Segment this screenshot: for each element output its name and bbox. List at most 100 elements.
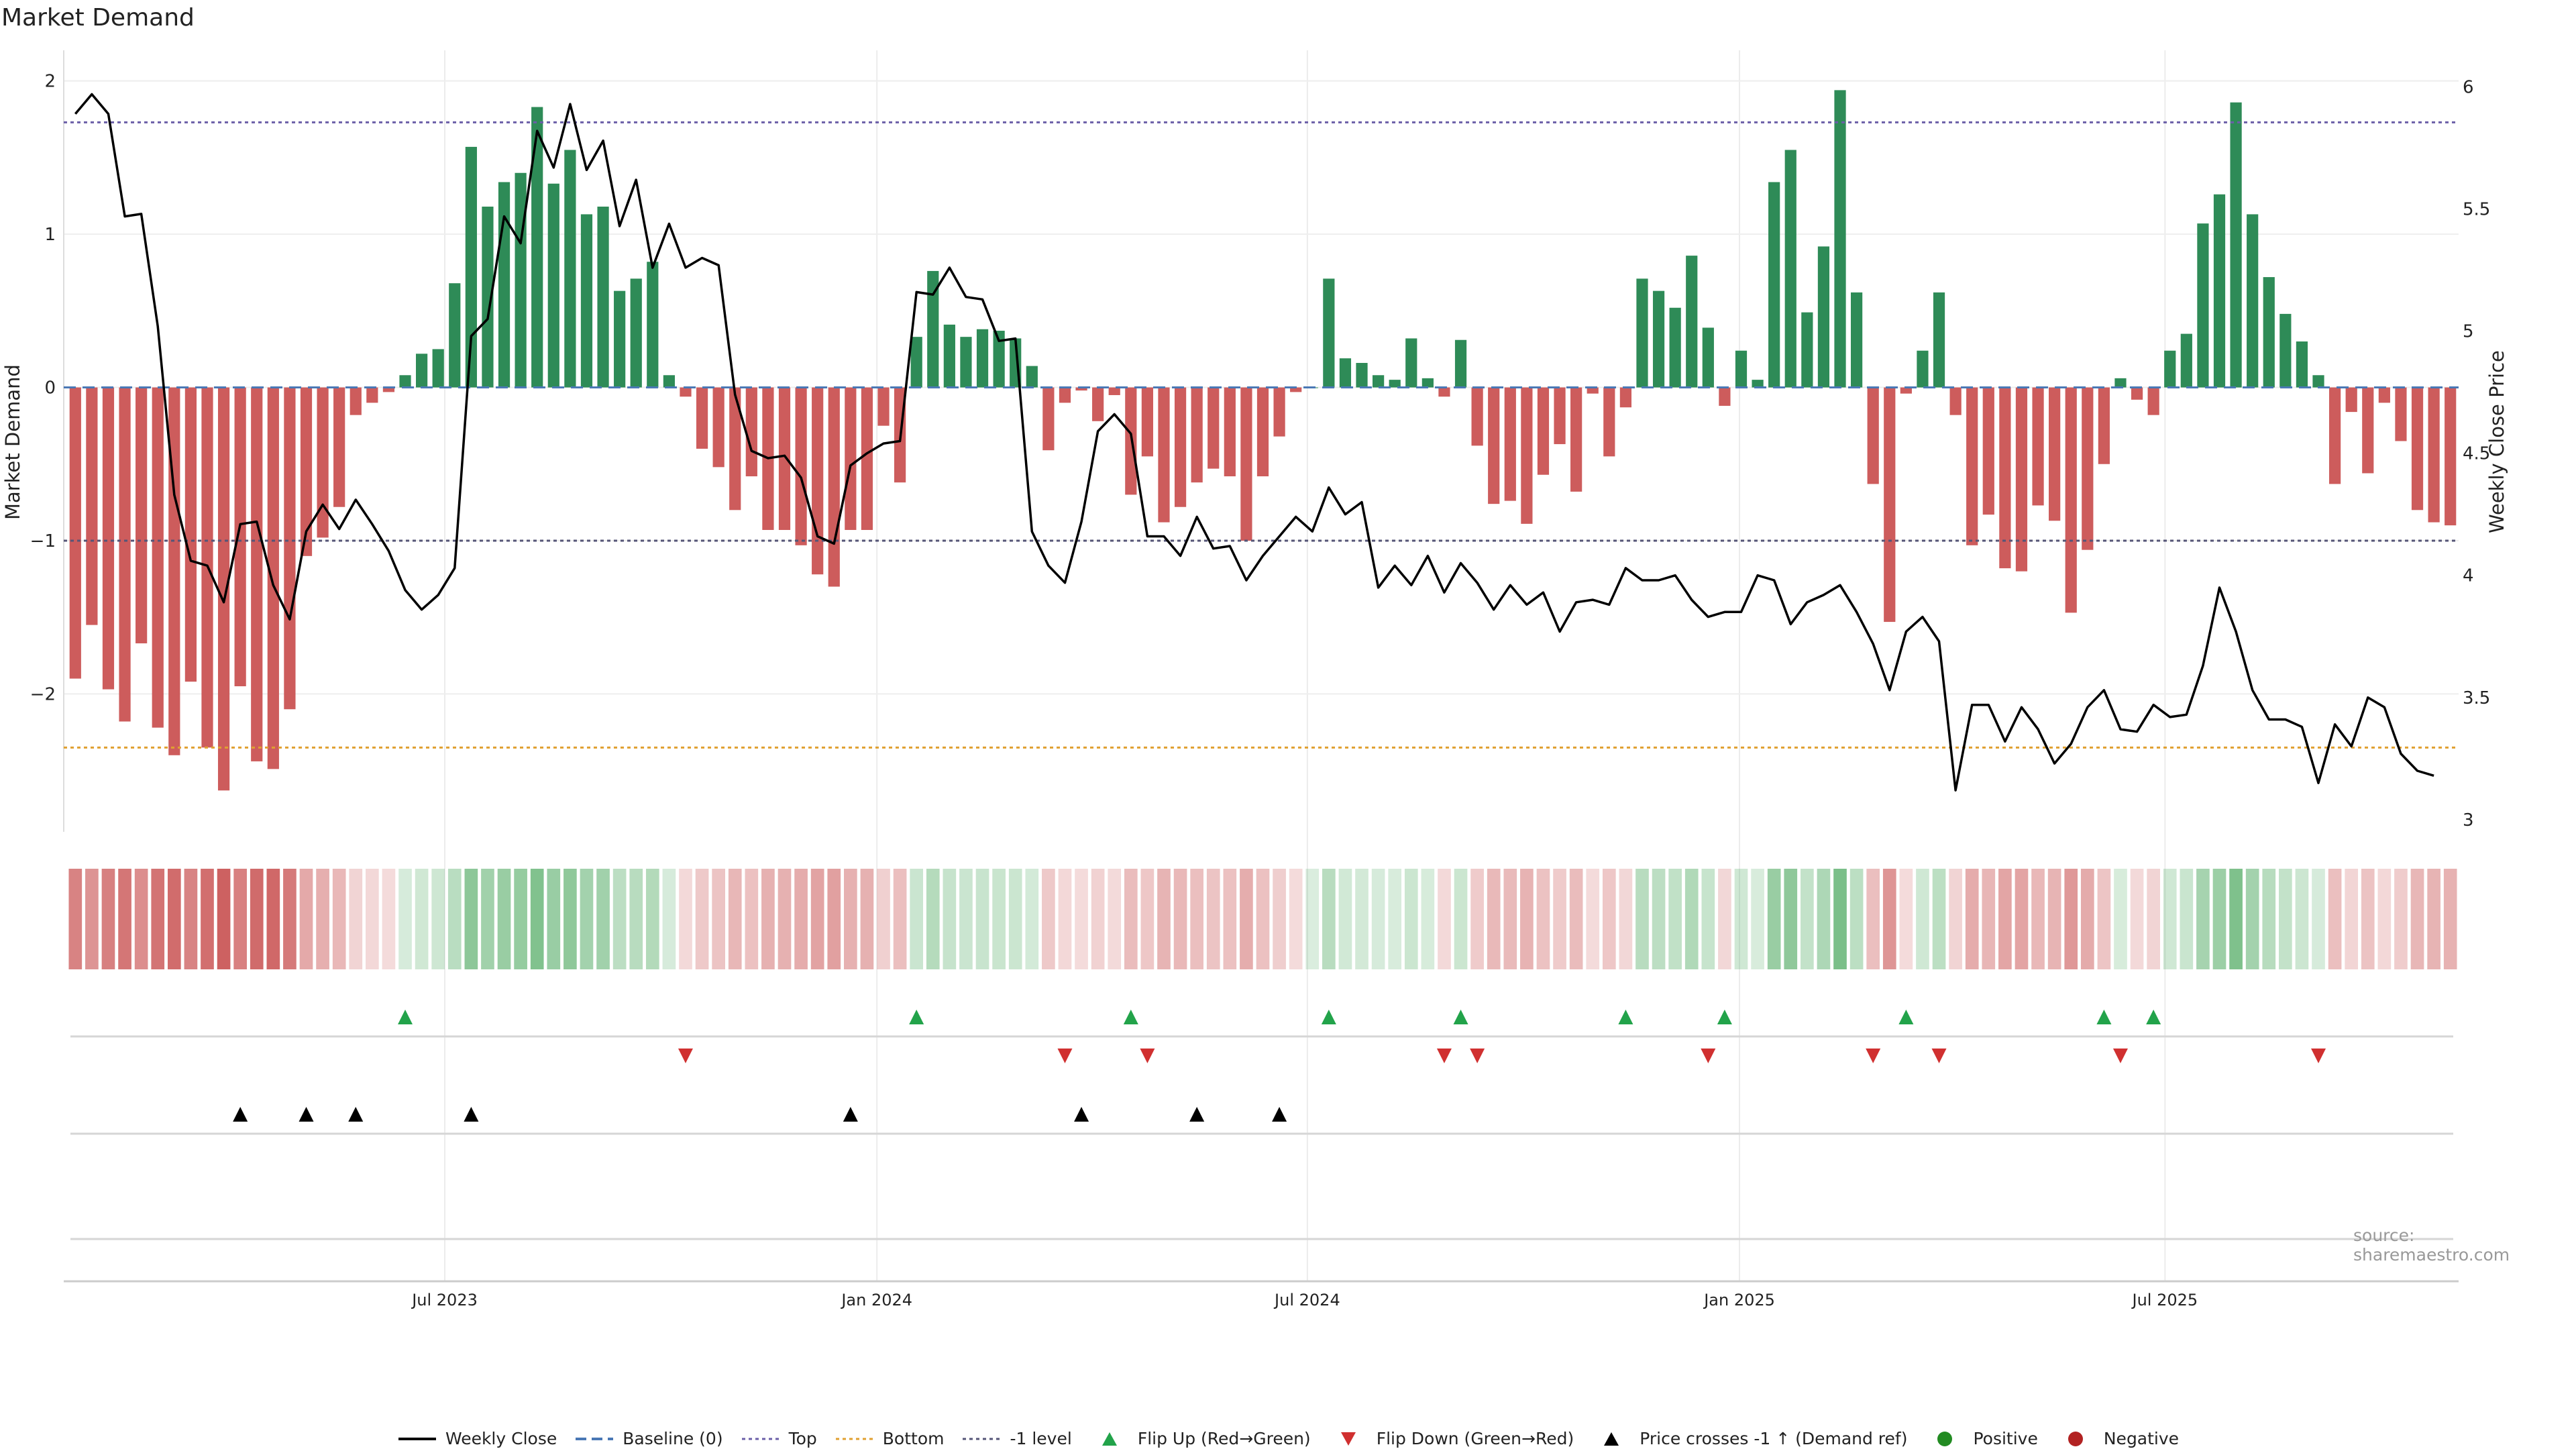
heat-cell [1833,869,1847,969]
heat-cell [712,869,725,969]
heat-cell [1289,869,1303,969]
heat-cell [299,869,313,969]
heat-cell [2015,869,2029,969]
weekly-close-line [74,93,2434,792]
heat-cell [2229,869,2243,969]
heat-cell [2410,869,2424,969]
demand-bar [580,214,593,388]
heat-cell [1322,869,1336,969]
demand-bar [1917,350,1929,388]
demand-bar [498,182,511,388]
legend-label: -1 level [1010,1429,1072,1448]
demand-bar [1768,182,1780,388]
demand-bar [1488,387,1500,504]
demand-bar [1356,363,1368,388]
legend-label: Baseline (0) [623,1429,723,1448]
flip-up-marker [2096,1010,2112,1024]
demand-bar [1092,387,1104,421]
demand-bar [2428,387,2440,523]
legend-label: Top [788,1429,817,1448]
legend-swatch-flip_up-icon [1102,1432,1117,1446]
heat-cell [2212,869,2226,969]
demand-bar [680,387,692,397]
chart-legend: Weekly Close Baseline (0) Top Bottom -1 leve… [0,1429,2576,1448]
flip-down-marker [1931,1049,1947,1063]
heat-cell [1025,869,1039,969]
demand-bar [1059,387,1071,403]
flip-up-marker [1321,1010,1336,1024]
heat-cell [1273,869,1286,969]
demand-bar [1537,387,1550,475]
heat-cell [1949,869,1962,969]
price-cross-marker [233,1107,248,1122]
heat-cell [612,869,627,969]
demand-bar [1240,387,1252,541]
heat-cell [547,869,561,969]
demand-bar [1191,387,1203,483]
heat-cell [745,869,759,969]
demand-bar [234,387,246,686]
price-cross-marker [843,1107,858,1122]
demand-bar [1323,278,1335,388]
legend-swatch-baseline-icon [576,1437,614,1440]
heat-cell [662,869,676,969]
demand-bar [119,387,131,722]
heat-cell [629,869,643,969]
legend-item-top: Top [741,1429,817,1448]
price-cross-marker [1272,1107,1287,1122]
demand-bar [1686,256,1698,388]
flip-up-marker [2146,1010,2161,1024]
flip-up-marker [1898,1010,1914,1024]
demand-bar [1174,387,1187,507]
demand-bar [1042,387,1055,451]
demand-bar [1075,387,1087,391]
heat-cell [1157,869,1171,969]
heat-cell [1619,869,1633,969]
legend-item-flip_up: Flip Up (Red→Green) [1089,1429,1311,1448]
y2-tick-label: 4.5 [2463,444,2490,464]
heat-cell [1305,869,1320,969]
legend-swatch-flip_down-icon [1340,1432,1356,1446]
demand-bar [1141,387,1154,457]
demand-bar [1999,387,2011,569]
heat-cell [2130,869,2144,969]
demand-bar [696,387,708,449]
y-tick-label: −1 [30,531,56,551]
y-tick-label: 2 [44,72,56,92]
legend-item-minus1: -1 level [961,1429,1072,1448]
demand-bar [812,387,824,575]
heat-cell [893,869,907,969]
legend-item-bottom: Bottom [835,1429,944,1448]
heat-cell [1338,869,1352,969]
demand-bar [2362,387,2374,474]
heat-cell [349,869,363,969]
legend-label: Price crosses -1 ↑ (Demand ref) [1640,1429,1908,1448]
demand-bar [1290,387,1302,392]
heat-cell [118,869,131,969]
heat-cell [1421,869,1435,969]
heat-cell [1223,869,1237,969]
y2-tick-label: 6 [2463,78,2474,98]
demand-bar [152,387,164,728]
demand-bar [1966,387,1978,545]
heat-cell [1751,869,1764,969]
demand-bar [2180,333,2192,388]
demand-bar [1619,387,1632,408]
flip-down-marker [2311,1049,2326,1063]
demand-bar [2098,387,2110,464]
heat-cell [1899,869,1913,969]
demand-bar [449,283,461,388]
demand-bar [828,387,840,587]
demand-bar [2213,194,2226,388]
heat-cell [877,869,890,969]
demand-bar [1570,387,1582,492]
heat-cell [2443,869,2457,969]
demand-bar [1801,312,1813,388]
heat-cell [943,869,957,969]
heat-cell [2097,869,2111,969]
heat-cell [761,869,775,969]
heat-cell [1701,869,1715,969]
heat-cell [1520,869,1534,969]
demand-bar [1554,387,1566,445]
